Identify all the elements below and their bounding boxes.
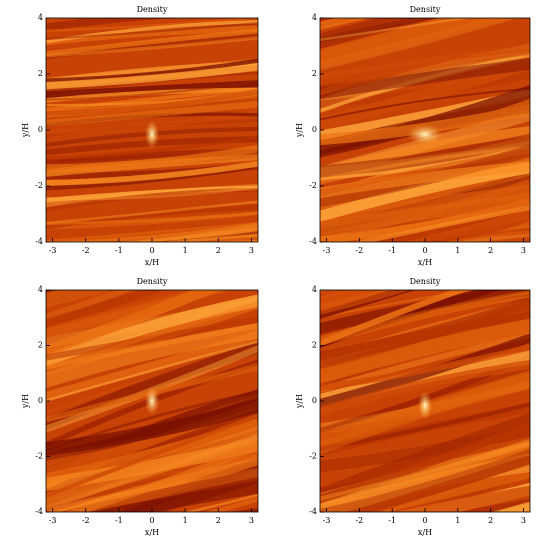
x-axis-label: x/H	[145, 528, 159, 537]
density-peak	[145, 120, 159, 148]
y-axis-label: y/H	[21, 123, 30, 138]
x-tick-label: -2	[82, 246, 90, 255]
y-tick-label: 4	[312, 285, 317, 294]
y-tick-label: -4	[309, 237, 317, 246]
y-axis-label: y/H	[295, 123, 304, 138]
y-tick-label: 4	[38, 285, 43, 294]
density-peak	[418, 391, 432, 419]
x-tick-label: -2	[355, 516, 363, 525]
density-peak	[407, 124, 443, 144]
y-tick-label: -2	[309, 452, 317, 461]
x-tick-label: -3	[49, 246, 57, 255]
x-tick-label: -1	[115, 516, 123, 525]
panel: Density x/H y/H -3 -2 -1 0 1 2 3 -4 -2 0 2 4	[21, 0, 263, 283]
panel-title: Density	[410, 277, 441, 286]
panel: Density x/H y/H -3 -2 -1 0 1 2 3 -4 -2 0 2 4	[295, 0, 535, 290]
panel-title: Density	[137, 277, 168, 286]
y-tick-label: -2	[35, 181, 43, 190]
y-tick-label: 4	[312, 13, 317, 22]
x-tick-label: 0	[422, 246, 427, 255]
panel-title: Density	[410, 5, 441, 14]
x-axis-label: x/H	[145, 258, 159, 267]
x-axis-label: x/H	[418, 528, 432, 537]
x-tick-label: 0	[149, 516, 154, 525]
x-tick-label: 2	[216, 516, 221, 525]
y-tick-label: 2	[312, 341, 317, 350]
y-tick-label: 0	[312, 396, 317, 405]
x-tick-label: 3	[249, 516, 254, 525]
y-tick-label: 2	[38, 341, 43, 350]
y-tick-label: -4	[35, 237, 43, 246]
x-tick-label: 1	[455, 516, 460, 525]
x-tick-label: -2	[355, 246, 363, 255]
x-tick-label: -3	[49, 516, 57, 525]
x-tick-label: 1	[183, 516, 188, 525]
x-tick-label: 2	[216, 246, 221, 255]
density-band	[41, 0, 263, 1]
y-tick-label: 0	[38, 125, 43, 134]
x-axis-label: x/H	[418, 258, 432, 267]
x-tick-label: -3	[323, 516, 331, 525]
x-tick-label: 3	[521, 516, 526, 525]
density-band	[41, 508, 263, 545]
density-peak	[145, 387, 159, 415]
y-tick-label: -4	[35, 507, 43, 516]
y-tick-label: -2	[35, 452, 43, 461]
y-tick-label: 4	[38, 13, 43, 22]
y-tick-label: -4	[309, 507, 317, 516]
x-tick-label: 0	[149, 246, 154, 255]
x-tick-label: 2	[488, 246, 493, 255]
y-tick-label: 0	[38, 396, 43, 405]
y-tick-label: -2	[309, 181, 317, 190]
x-tick-label: -1	[115, 246, 123, 255]
x-tick-label: -1	[388, 516, 396, 525]
x-tick-label: -3	[323, 246, 331, 255]
x-tick-label: 0	[422, 516, 427, 525]
y-axis-label: y/H	[295, 394, 304, 409]
x-tick-label: -2	[82, 516, 90, 525]
x-tick-label: 1	[183, 246, 188, 255]
x-tick-label: 2	[488, 516, 493, 525]
x-tick-label: 3	[249, 246, 254, 255]
y-axis-label: y/H	[21, 394, 30, 409]
y-tick-label: 2	[312, 69, 317, 78]
x-tick-label: -1	[388, 246, 396, 255]
panel-title: Density	[137, 5, 168, 14]
x-tick-label: 3	[521, 246, 526, 255]
x-tick-label: 1	[455, 246, 460, 255]
y-tick-label: 0	[312, 125, 317, 134]
y-tick-label: 2	[38, 69, 43, 78]
